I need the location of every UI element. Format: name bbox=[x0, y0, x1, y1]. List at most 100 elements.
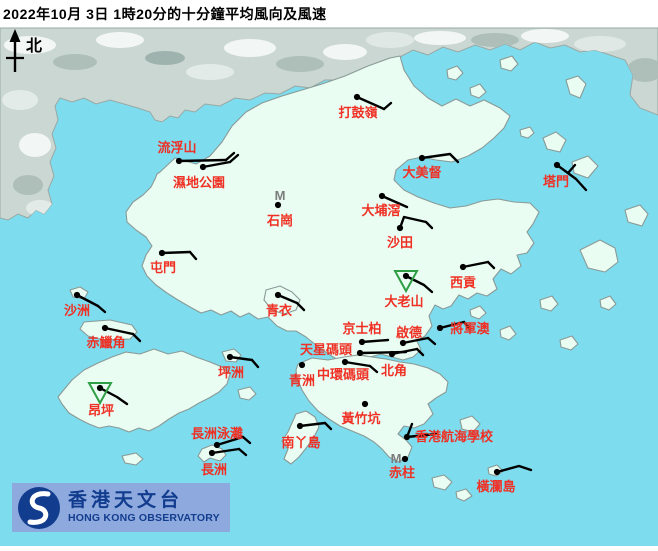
station-label: 屯門 bbox=[150, 260, 176, 275]
wind-barb bbox=[415, 347, 425, 357]
station-dot bbox=[274, 291, 282, 299]
station-tuen-mun: 屯門 bbox=[150, 249, 198, 275]
maintenance-marker: M bbox=[391, 451, 402, 466]
wind-barb bbox=[426, 336, 437, 346]
station-tap-mun: 塔門 bbox=[543, 161, 588, 192]
wind-barb bbox=[210, 447, 241, 455]
station-label: 大埔滘 bbox=[361, 203, 400, 218]
station-green-island: 青洲 bbox=[289, 361, 315, 388]
wind-barb bbox=[424, 220, 434, 230]
station-dot bbox=[296, 422, 304, 430]
station-dot bbox=[175, 157, 183, 165]
station-lamma-island: 南丫島 bbox=[281, 421, 333, 450]
island-starling-3 bbox=[499, 55, 519, 72]
station-dot bbox=[274, 201, 282, 209]
island-sai-kung-east-1 bbox=[579, 239, 619, 273]
island-port-shelter-3 bbox=[539, 295, 559, 312]
station-sha-tin: 沙田 bbox=[387, 215, 434, 250]
wind-barb bbox=[343, 360, 372, 368]
wind-barb bbox=[295, 301, 306, 312]
wind-barb bbox=[250, 358, 260, 369]
hko-logo-english: HONG KONG OBSERVATORY bbox=[68, 512, 220, 525]
island-sai-kung-east-2 bbox=[624, 204, 649, 227]
station-kai-tak: 啟德 bbox=[396, 325, 437, 347]
station-shek-kong: M 石崗 bbox=[266, 188, 293, 228]
station-dot bbox=[358, 338, 366, 346]
wind-barb bbox=[103, 326, 135, 336]
wind-barb bbox=[75, 293, 100, 308]
station-lau-fau-shan: 流浮山 bbox=[157, 140, 236, 165]
wind-barb bbox=[566, 163, 577, 175]
station-label: 青洲 bbox=[289, 373, 315, 388]
land-lantau bbox=[57, 348, 231, 433]
station-dot bbox=[199, 163, 207, 171]
station-label: 沙洲 bbox=[64, 303, 90, 318]
island-port-shelter-4 bbox=[559, 335, 579, 351]
station-dot bbox=[226, 353, 234, 361]
station-peng-chau: 坪洲 bbox=[218, 353, 260, 380]
wind-barb bbox=[215, 435, 245, 447]
station-label: 黃竹坑 bbox=[340, 411, 380, 426]
station-label: 長洲 bbox=[201, 462, 227, 477]
station-label: 啟德 bbox=[396, 325, 422, 340]
station-label: 赤鱲角 bbox=[86, 335, 125, 350]
island-crescent bbox=[565, 75, 587, 99]
wind-barb bbox=[438, 320, 466, 330]
station-dot bbox=[101, 324, 109, 332]
station-dot bbox=[401, 455, 409, 463]
land-chek-lap-kok bbox=[79, 319, 138, 341]
mainland-china-land bbox=[0, 27, 658, 221]
station-chek-lap-kok: 赤鱲角 bbox=[86, 324, 142, 350]
wind-barb bbox=[298, 421, 327, 428]
station-dot bbox=[436, 324, 444, 332]
island-tap-mun-2 bbox=[571, 155, 599, 179]
station-dot bbox=[388, 350, 396, 358]
wind-barb bbox=[398, 215, 428, 230]
hong-kong-land bbox=[57, 55, 649, 502]
station-label: 中環碼頭 bbox=[317, 367, 370, 382]
island-tap-mun-1 bbox=[542, 131, 567, 153]
station-tates-cairn: 大老山 bbox=[384, 270, 434, 309]
station-label: 昂坪 bbox=[88, 403, 114, 418]
station-label: 赤柱 bbox=[389, 465, 415, 480]
station-tai-mei-tuk: 大美督 bbox=[402, 152, 460, 180]
island-starling-2 bbox=[469, 83, 487, 99]
station-hk-sea-school: 香港航海學校 bbox=[403, 422, 494, 444]
station-tai-po-kau: 大埔滘 bbox=[361, 192, 409, 218]
station-label: 北角 bbox=[381, 363, 407, 378]
wind-barb bbox=[555, 163, 588, 192]
station-dot bbox=[341, 358, 349, 366]
station-dot bbox=[378, 192, 386, 200]
wind-barb bbox=[405, 432, 438, 439]
wind-barb bbox=[96, 304, 107, 314]
wind-barb bbox=[237, 447, 248, 457]
north-label: 北 bbox=[26, 37, 42, 55]
island-po-toi-1 bbox=[431, 474, 453, 491]
island-mirs-bay-1 bbox=[519, 126, 535, 139]
land-new-territories bbox=[125, 55, 540, 361]
station-ngong-ping: 昂坪 bbox=[87, 382, 129, 418]
station-north-point: 北角 bbox=[381, 347, 425, 378]
wind-barb bbox=[188, 250, 198, 261]
wind-barb bbox=[461, 260, 490, 269]
station-ta-kwu-ling: 打鼓嶺 bbox=[338, 93, 393, 120]
wind-barb bbox=[380, 194, 409, 209]
wind-barb bbox=[368, 364, 379, 374]
station-dot bbox=[418, 154, 426, 162]
station-dot bbox=[158, 249, 166, 257]
station-label: 坪洲 bbox=[218, 365, 244, 380]
station-stanley: M赤柱 bbox=[389, 451, 415, 480]
station-dot bbox=[493, 468, 501, 476]
station-dot bbox=[213, 441, 221, 449]
north-arrow: 北 bbox=[6, 29, 42, 72]
station-label: 南丫島 bbox=[281, 435, 320, 450]
station-label: 沙田 bbox=[387, 235, 413, 250]
station-waglan-island: 橫瀾島 bbox=[476, 464, 533, 494]
station-dot bbox=[298, 361, 306, 369]
station-label: 大老山 bbox=[384, 294, 423, 309]
station-dot bbox=[73, 291, 81, 299]
wind-barb bbox=[390, 347, 419, 356]
station-dot bbox=[399, 339, 407, 347]
station-label: 橫瀾島 bbox=[476, 479, 515, 494]
